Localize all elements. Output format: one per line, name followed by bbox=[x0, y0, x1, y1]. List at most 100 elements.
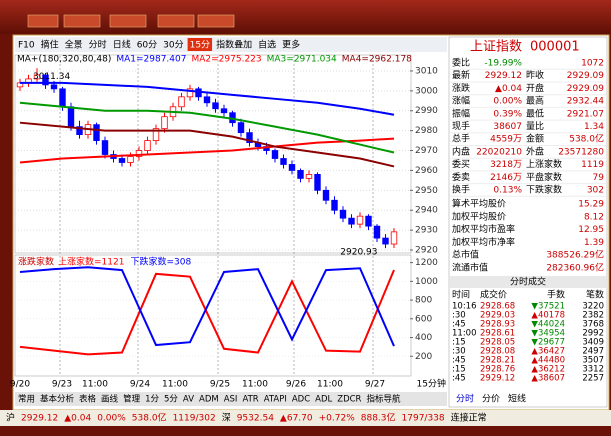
toolbar-item[interactable]: 更多 bbox=[282, 39, 300, 51]
bottom-tab[interactable]: 指标导航 bbox=[366, 394, 401, 405]
ma-params: MA+(180,320,80,48) bbox=[17, 55, 111, 65]
trade-cell: 3507 bbox=[582, 356, 604, 366]
trade-cell: 2929.03 bbox=[480, 311, 515, 321]
menu-button[interactable] bbox=[109, 14, 147, 28]
trade-cell: ▲38607 bbox=[531, 374, 565, 384]
candle-body bbox=[186, 88, 194, 98]
candle-body bbox=[339, 209, 347, 219]
bottom-tab[interactable]: ASI bbox=[224, 395, 238, 405]
x-tick-label: 9/20 bbox=[10, 380, 30, 390]
menu-buttons bbox=[27, 14, 235, 28]
menu-button[interactable] bbox=[197, 14, 235, 28]
status-bar bbox=[0, 410, 611, 426]
quote-value: 0.00% bbox=[493, 97, 522, 107]
bottom-tab[interactable]: 基本分析 bbox=[40, 394, 75, 405]
toolbar-item[interactable]: 指数叠加 bbox=[216, 39, 252, 51]
candle-body bbox=[288, 164, 296, 171]
y-tick-label: 2950 bbox=[415, 186, 438, 196]
quote-value: 2932.44 bbox=[567, 97, 604, 107]
trade-tab[interactable]: 分价 bbox=[482, 394, 500, 405]
ma-label: MA3=2971.034 bbox=[267, 55, 337, 65]
bottom-tab[interactable]: ADC bbox=[292, 395, 310, 405]
status-item: 1797/338 bbox=[402, 414, 445, 424]
trade-tab[interactable]: 分时 bbox=[456, 393, 474, 405]
bottom-tab[interactable]: 1分 bbox=[145, 395, 159, 405]
quote-label: 最新 bbox=[452, 69, 470, 81]
bottom-tab[interactable]: 管理 bbox=[123, 394, 141, 405]
bottom-tab[interactable]: 常用 bbox=[18, 394, 35, 405]
trade-cell: ▼29677 bbox=[531, 338, 565, 348]
bottom-tab[interactable]: 画线 bbox=[101, 394, 119, 405]
y-tick-label: 1000 bbox=[415, 277, 438, 287]
trade-cell: 2382 bbox=[582, 311, 604, 321]
ma-label: MA1=2987.407 bbox=[116, 55, 186, 65]
toolbar-item[interactable]: F10 bbox=[18, 41, 35, 51]
x-tick-label: 9/26 bbox=[286, 380, 306, 390]
quote-value: 2929.12 bbox=[485, 71, 522, 81]
bottom-tab[interactable]: ADM bbox=[199, 395, 219, 405]
menu-button[interactable] bbox=[157, 14, 195, 28]
stat-value: 15.29 bbox=[578, 200, 604, 210]
y-tick-label: 2930 bbox=[415, 226, 438, 236]
toolbar-item[interactable]: 全景 bbox=[65, 39, 83, 51]
candle-body bbox=[212, 102, 219, 110]
candle-body bbox=[42, 74, 49, 86]
column-header: 时间 bbox=[452, 289, 470, 301]
trade-cell: ▲44480 bbox=[531, 356, 565, 366]
menu-button[interactable] bbox=[63, 14, 101, 28]
candle-body bbox=[93, 124, 100, 141]
toolbar-item[interactable]: 60分 bbox=[137, 40, 157, 51]
status-item: 0.00% bbox=[97, 414, 126, 424]
status-item: +0.72% bbox=[319, 414, 356, 424]
status-item: 深 bbox=[222, 413, 231, 424]
bottom-tab[interactable]: ATAPI bbox=[264, 395, 287, 405]
quote-label: 最高 bbox=[526, 95, 544, 107]
trade-cell: :15 bbox=[452, 365, 466, 375]
toolbar-item[interactable]: 摘住 bbox=[41, 39, 59, 51]
quote-label: 昨收 bbox=[526, 69, 544, 81]
candle-body bbox=[118, 158, 126, 163]
quote-label: 开盘 bbox=[526, 82, 544, 94]
quote-label: 平盘家数 bbox=[526, 171, 562, 183]
trade-cell: 2928.08 bbox=[480, 347, 515, 357]
toolbar-item[interactable]: 15分 bbox=[190, 40, 210, 51]
trade-cell: 2928.05 bbox=[480, 338, 515, 348]
bottom-tab[interactable]: 5分 bbox=[164, 395, 178, 405]
toolbar-item[interactable]: 分时 bbox=[89, 39, 107, 51]
candle-body bbox=[127, 156, 134, 163]
trade-cell: 3409 bbox=[582, 338, 604, 348]
bottom-tab[interactable]: ADL bbox=[315, 395, 332, 405]
series-label: 上涨家数=1121 bbox=[58, 256, 124, 268]
toolbar bbox=[15, 37, 447, 52]
stat-label: 加权平均股价 bbox=[452, 210, 506, 222]
trade-cell: ▼44024 bbox=[531, 320, 565, 330]
toolbar-item[interactable]: 30分 bbox=[163, 40, 183, 51]
trade-cell: 2929.12 bbox=[480, 374, 515, 384]
status-item: ▲67.70 bbox=[280, 414, 313, 424]
status-item: 1119/302 bbox=[173, 414, 216, 424]
bottom-tab[interactable]: ATR bbox=[242, 395, 258, 405]
candle-body bbox=[50, 84, 58, 90]
trade-cell: 2928.61 bbox=[480, 329, 515, 339]
trade-tab[interactable]: 短线 bbox=[508, 393, 526, 405]
candle-body bbox=[76, 126, 83, 136]
menu-button[interactable] bbox=[27, 14, 59, 28]
toolbar-item[interactable]: 日线 bbox=[113, 39, 131, 51]
quote-value: 38607 bbox=[493, 122, 522, 132]
ma-label: MA2=2975.223 bbox=[191, 55, 261, 65]
toolbar-item[interactable]: 自选 bbox=[258, 39, 276, 51]
quote-label: 涨幅 bbox=[452, 95, 470, 107]
quote-label: 委卖 bbox=[452, 171, 470, 183]
y-tick-label: 2940 bbox=[415, 206, 438, 216]
day-separators bbox=[59, 56, 374, 376]
bottom-tab[interactable]: AV bbox=[183, 395, 194, 405]
trade-cell: 2992 bbox=[582, 329, 604, 339]
y-tick-label: 2970 bbox=[415, 146, 438, 156]
quote-code: 000001 bbox=[530, 40, 580, 55]
candle-body bbox=[237, 122, 245, 134]
column-header: 手数 bbox=[547, 289, 565, 301]
bottom-tab[interactable]: ZDCR bbox=[337, 395, 361, 405]
trade-cell: 2257 bbox=[582, 374, 604, 384]
stat-label: 加权平均市盈率 bbox=[452, 223, 515, 235]
bottom-tab[interactable]: 表格 bbox=[79, 394, 97, 405]
